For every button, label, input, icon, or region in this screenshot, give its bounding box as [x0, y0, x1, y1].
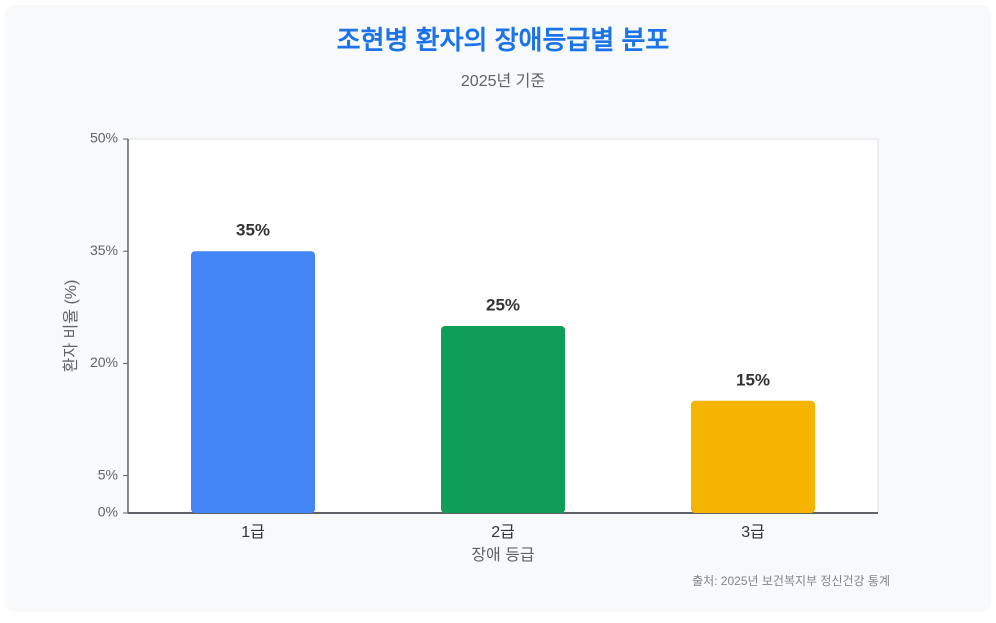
source-note: 출처: 2025년 보건복지부 정신건강 통계	[692, 574, 890, 588]
x-axis-label: 장애 등급	[471, 546, 534, 564]
y-tick-label: 0%	[98, 504, 118, 520]
data-label: 25%	[486, 295, 520, 314]
bar	[191, 251, 315, 513]
data-label: 15%	[736, 370, 770, 389]
chart-title: 조현병 환자의 장애등급별 분포	[337, 25, 670, 55]
y-tick-label: 20%	[90, 354, 118, 370]
x-tick-label: 3급	[741, 524, 765, 541]
y-tick-label: 50%	[90, 130, 118, 146]
bar	[691, 400, 815, 513]
x-tick-label: 1급	[241, 524, 265, 541]
data-label: 35%	[236, 221, 270, 240]
chart-subtitle: 2025년 기준	[461, 72, 545, 90]
bar	[441, 326, 565, 513]
y-axis-label: 환자 비율 (%)	[62, 280, 80, 373]
y-tick-label: 5%	[98, 466, 118, 482]
y-tick-label: 35%	[90, 242, 118, 258]
x-tick-label: 2급	[491, 524, 515, 541]
